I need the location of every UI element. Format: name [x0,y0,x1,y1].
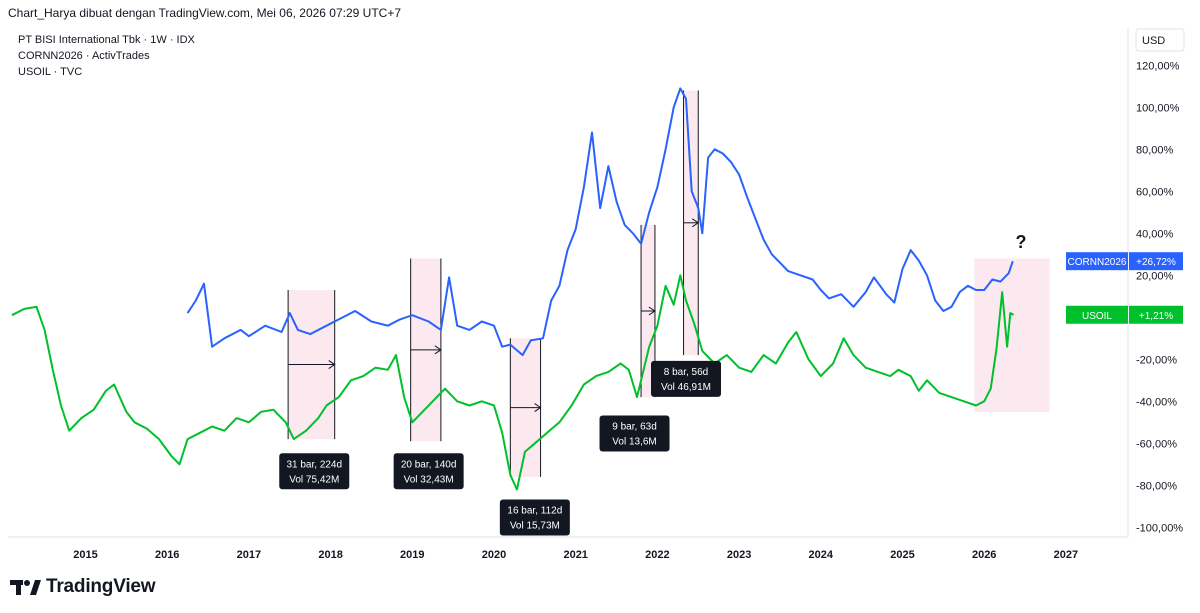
currency-label: USD [1142,35,1165,47]
x-tick-label: 2015 [73,549,97,561]
annotation-volume: Vol 75,42M [289,474,339,485]
range-arrow-head [328,360,336,369]
series-line-cornn2026[interactable] [186,87,1014,357]
y-tick-label: 100,00% [1136,102,1180,114]
annotation-box[interactable] [279,453,350,490]
legend-line-corn[interactable]: CORNN2026 · ActivTrades [18,50,150,62]
series-name-badge-text: USOIL [1082,311,1112,322]
annotation-volume: Vol 13,6M [612,437,656,448]
x-tick-label: 2025 [890,549,914,561]
annotation-volume: Vol 32,43M [404,474,454,485]
series-name-badge[interactable] [1066,305,1128,324]
last-value-badge-text: +1,21% [1139,311,1173,322]
chart-header-text: Chart_Harya dibuat dengan TradingView.co… [8,6,402,20]
annotation-bar-count: 20 bar, 140d [401,459,457,470]
range-arrow-head [648,306,656,316]
legend-line-main[interactable]: PT BISI International Tbk · 1W · IDX [18,34,195,46]
last-value-badge[interactable] [1129,252,1183,271]
annotation-bar-count: 31 bar, 224d [286,459,342,470]
series-name-badge[interactable] [1066,252,1128,271]
legend-line-oil[interactable]: USOIL · TVC [18,66,83,78]
x-tick-label: 2027 [1054,549,1078,561]
annotation-volume: Vol 46,91M [661,382,711,393]
y-tick-label: -40,00% [1136,396,1177,408]
annotation-box[interactable] [393,453,464,490]
annotation-volume: Vol 15,73M [510,521,560,532]
x-tick-label: 2017 [237,549,261,561]
annotation-bar-count: 8 bar, 56d [664,367,708,378]
y-tick-label: 120,00% [1136,60,1180,72]
series-legend: PT BISI International Tbk · 1W · IDX COR… [18,32,195,80]
x-tick-label: 2020 [482,549,506,561]
x-tick-label: 2016 [155,549,179,561]
chart-plot-area[interactable]: USD 120,00% 100,00% 80,00% 60,00% 40,00% 20,00… [8,28,1193,565]
y-tick-label: -100,00% [1136,522,1183,534]
tradingview-logo-icon [10,577,42,597]
annotation-box[interactable] [650,360,721,397]
annotation-box[interactable] [599,415,670,452]
annotation-box[interactable] [499,499,570,536]
x-tick-label: 2021 [563,549,587,561]
y-tick-label: -60,00% [1136,438,1177,450]
tradingview-logo[interactable]: TradingView [10,574,156,600]
y-tick-label: -80,00% [1136,480,1177,492]
last-value-badge-text: +26,72% [1136,257,1176,268]
range-arrow-head [691,218,700,228]
question-mark-annotation: ? [1015,232,1026,252]
tradingview-logo-text: TradingView [46,576,156,597]
last-value-badge[interactable] [1129,305,1183,324]
currency-box[interactable] [1135,28,1185,52]
y-tick-label: 80,00% [1136,144,1174,156]
y-tick-label: 40,00% [1136,228,1174,240]
x-tick-label: 2023 [727,549,751,561]
y-tick-label: 20,00% [1136,270,1174,282]
series-line-usoil[interactable] [11,274,1015,491]
series-name-badge-text: CORNN2026 [1068,257,1127,268]
chart-svg: USD 120,00% 100,00% 80,00% 60,00% 40,00% 20,00… [8,28,1185,561]
range-arrow-head [534,403,542,413]
x-tick-label: 2024 [809,549,834,561]
y-tick-label: -20,00% [1136,354,1177,366]
x-tick-label: 2026 [972,549,996,561]
x-tick-label: 2019 [400,549,424,561]
annotation-bar-count: 9 bar, 63d [612,422,656,433]
x-tick-label: 2022 [645,549,669,561]
annotation-bar-count: 16 bar, 112d [507,506,562,517]
highlight-region [974,258,1050,412]
range-arrow-head [434,345,442,355]
x-tick-label: 2018 [318,549,342,561]
y-tick-label: 60,00% [1136,186,1174,198]
